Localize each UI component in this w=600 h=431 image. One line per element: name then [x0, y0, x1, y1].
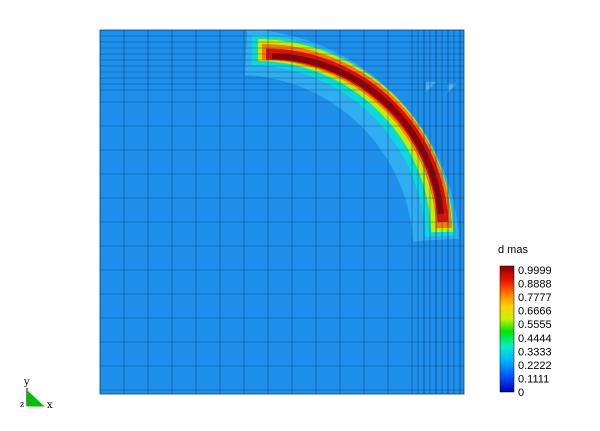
refinement-patch	[594, 239, 600, 249]
colorbar-title: d mas	[498, 244, 528, 256]
colorbar-tick-label: 0.4444	[518, 333, 552, 345]
colorbar-tick-label: 0.3333	[518, 346, 552, 358]
triad-y-label: y	[23, 377, 30, 388]
refinement-patch	[568, 160, 578, 170]
refinement-patch	[525, 114, 535, 124]
colorbar-tick-label: 0.5555	[518, 319, 552, 331]
refinement-patches	[426, 82, 600, 249]
triad-x-label: x	[47, 400, 53, 411]
colorbar	[499, 265, 515, 393]
colorbar-tick-label: 0.7777	[518, 292, 552, 304]
colorbar-tick-label: 0.6666	[518, 306, 552, 318]
refinement-patch	[468, 87, 478, 97]
refinement-patch	[507, 103, 517, 113]
colorbar-tick-label: 0.2222	[518, 360, 552, 372]
refinement-patch	[426, 82, 436, 92]
colorbar-tick-label: 0.8888	[518, 279, 552, 291]
colorbar-tick-label: 0.1111	[518, 373, 549, 385]
refinement-patch	[447, 83, 458, 94]
arc-core	[271, 53, 444, 215]
domain-border	[99, 29, 465, 395]
colorbar-tick-label: 0.9999	[518, 265, 552, 277]
colorbar-tick-label: 0	[518, 387, 524, 399]
refinement-patch	[488, 94, 498, 104]
mesh-grid	[100, 30, 464, 394]
axis-triad: y z x	[20, 377, 53, 411]
refinement-patch	[555, 143, 565, 153]
triad-marker	[27, 390, 44, 406]
field-domain	[100, 30, 464, 394]
refinement-patch	[586, 198, 596, 208]
triad-z-label: z	[20, 400, 24, 409]
refinement-patch	[578, 178, 588, 188]
refinement-patch	[541, 128, 551, 138]
refinement-patch	[591, 219, 600, 229]
